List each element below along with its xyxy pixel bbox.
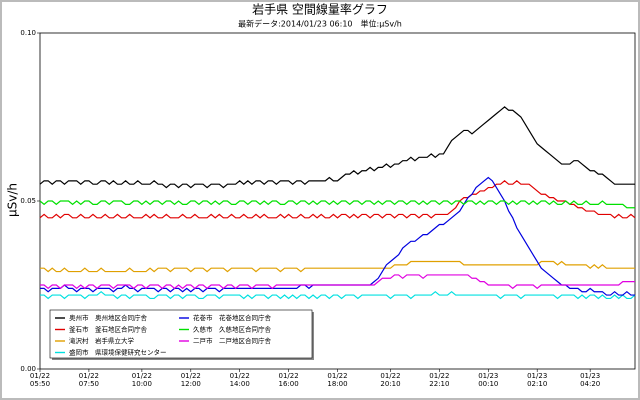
legend-label: 釜石市 釜石地区合同庁舎 (69, 325, 148, 334)
x-tick-label: 01/22 12:00 (180, 372, 201, 388)
x-tick-label: 01/22 20:10 (380, 372, 401, 388)
x-tick-label: 01/22 14:00 (229, 372, 250, 388)
series-line (39, 180, 636, 219)
series-line (40, 290, 636, 300)
chart-subtitle: 最新データ:2014/01/23 06:10 単位:μSv/h (238, 19, 402, 29)
y-tick-label: 0.00 (20, 365, 36, 373)
x-tick-label: 01/23 02:10 (527, 372, 548, 388)
x-tick-label: 01/22 07:50 (78, 372, 99, 388)
y-tick-label: 0.10 (20, 29, 36, 37)
series-line (40, 274, 635, 290)
legend-label: 盛岡市 県環境保健研究センター (69, 348, 167, 357)
legend-label: 奥州市 奥州地区合同庁舎 (69, 313, 148, 322)
series-line (40, 260, 635, 273)
y-axis-label: μSv/h (6, 183, 20, 217)
y-tick-label: 0.05 (20, 197, 36, 205)
x-tick-label: 01/22 18:00 (327, 372, 348, 388)
legend-label: 久慈市 久慈地区合同庁舎 (193, 325, 272, 334)
x-tick-label: 01/23 04:20 (580, 372, 601, 388)
x-tick-label: 01/22 16:00 (278, 372, 299, 388)
legend-label: 滝沢村 岩手県立大学 (69, 336, 135, 345)
x-tick-label: 01/22 05:50 (29, 372, 51, 388)
x-tick-label: 01/23 00:10 (478, 372, 499, 388)
x-tick-label: 01/22 10:00 (131, 372, 152, 388)
series-line (39, 200, 635, 209)
legend-label: 二戸市 二戸地区合同庁舎 (193, 336, 272, 345)
series-line (39, 106, 635, 189)
chart-title: 岩手県 空間線量率グラフ (252, 2, 388, 17)
x-tick-label: 01/22 22:10 (429, 372, 450, 388)
legend-label: 花巻市 花巻地区合同庁舎 (193, 313, 272, 322)
